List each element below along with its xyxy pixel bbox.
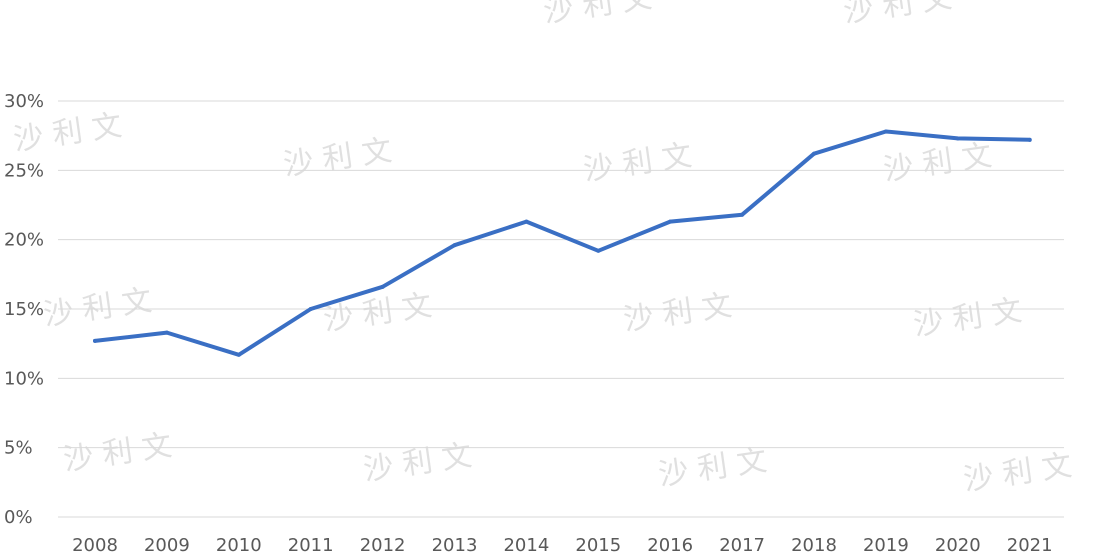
x-tick-label: 2021 — [1007, 535, 1053, 556]
x-tick-label: 2016 — [647, 535, 693, 556]
watermark-text: 沙 利 文 — [911, 293, 1024, 343]
gridlines — [58, 100, 1064, 518]
x-tick-label: 2009 — [144, 535, 190, 556]
data-point-2014 — [524, 219, 529, 224]
x-tick-label: 2015 — [575, 535, 621, 556]
watermark-text: 沙 利 文 — [841, 0, 954, 30]
data-point-2013 — [452, 243, 457, 248]
data-point-2019 — [883, 129, 888, 134]
y-tick-label: 25% — [4, 160, 44, 181]
watermark-text: 沙 利 文 — [881, 138, 994, 188]
y-axis-tick-labels: 0% 5% 10% 15% 20% 25% 30% — [4, 91, 44, 528]
data-point-2011 — [308, 307, 313, 311]
y-tick-label: 0% — [4, 507, 33, 528]
series-layer — [93, 129, 1032, 357]
watermark-text: 沙 利 文 — [41, 283, 154, 333]
data-point-2009 — [164, 330, 169, 335]
data-point-2008 — [93, 338, 97, 343]
x-tick-label: 2017 — [719, 535, 765, 556]
x-tick-label: 2008 — [72, 535, 118, 556]
x-tick-label: 2014 — [503, 535, 549, 556]
x-tick-label: 2018 — [791, 535, 837, 556]
data-point-2016 — [668, 219, 673, 224]
y-tick-label: 5% — [4, 438, 33, 459]
x-tick-label: 2019 — [863, 535, 909, 556]
data-point-2010 — [236, 352, 241, 357]
watermark-text: 沙 利 文 — [961, 448, 1074, 498]
x-tick-label: 2010 — [216, 535, 262, 556]
watermark-text: 沙 利 文 — [281, 133, 394, 183]
watermark-text: 沙 利 文 — [61, 428, 174, 478]
watermark-text: 沙 利 文 — [621, 288, 734, 338]
series-line — [93, 129, 1032, 357]
watermark-text: 沙 利 文 — [361, 438, 474, 488]
x-axis-tick-labels: 2008 2009 2010 2011 2012 2013 2014 2015 2016 2017… — [72, 535, 1053, 556]
data-point-2020 — [955, 136, 960, 141]
watermark-layer: 沙 利 文沙 利 文沙 利 文沙 利 文沙 利 文沙 利 文沙 利 文沙 利 文… — [11, 0, 1074, 498]
y-tick-label: 20% — [4, 230, 44, 251]
watermark-text: 沙 利 文 — [541, 0, 654, 30]
data-point-2021 — [1027, 137, 1032, 142]
data-point-2018 — [812, 151, 816, 156]
y-tick-label: 10% — [4, 368, 44, 389]
data-point-2015 — [596, 248, 601, 253]
data-point-2012 — [380, 284, 385, 289]
data-point-2017 — [740, 212, 745, 217]
y-tick-label: 15% — [4, 299, 44, 320]
watermark-text: 沙 利 文 — [11, 108, 124, 158]
y-tick-label: 30% — [4, 91, 44, 112]
x-tick-label: 2012 — [360, 535, 406, 556]
watermark-text: 沙 利 文 — [321, 288, 434, 338]
watermark-text: 沙 利 文 — [656, 443, 769, 493]
x-tick-label: 2011 — [288, 535, 334, 556]
x-tick-label: 2020 — [935, 535, 981, 556]
watermark-text: 沙 利 文 — [581, 138, 694, 188]
x-tick-label: 2013 — [432, 535, 478, 556]
